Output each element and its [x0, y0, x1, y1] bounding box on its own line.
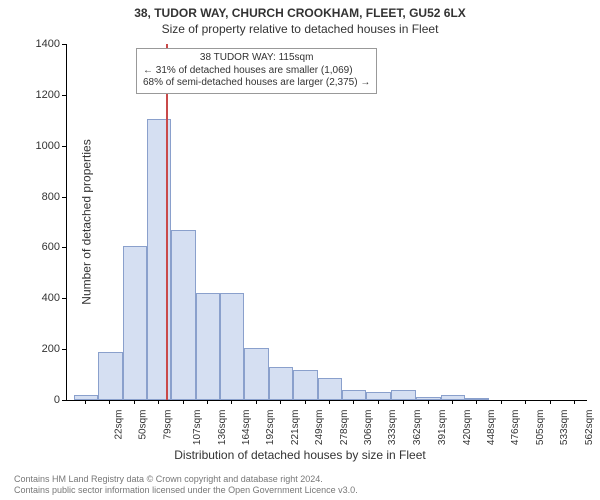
title-main: 38, TUDOR WAY, CHURCH CROOKHAM, FLEET, G…	[0, 6, 600, 20]
histogram-bar	[171, 230, 196, 400]
xtick-label: 476sqm	[510, 410, 521, 446]
ytick-mark	[62, 247, 66, 248]
footer-line1: Contains HM Land Registry data © Crown c…	[14, 474, 358, 485]
ytick-mark	[62, 400, 66, 401]
xtick-mark	[428, 400, 429, 404]
xtick-mark	[378, 400, 379, 404]
histogram-bar	[269, 367, 293, 400]
xtick-label: 562sqm	[584, 410, 595, 446]
xtick-mark	[525, 400, 526, 404]
ytick-label: 200	[10, 343, 60, 355]
ytick-mark	[62, 95, 66, 96]
xtick-label: 164sqm	[241, 410, 252, 446]
title-sub: Size of property relative to detached ho…	[0, 22, 600, 36]
xtick-mark	[280, 400, 281, 404]
ytick-label: 1400	[10, 38, 60, 50]
histogram-bar	[318, 378, 342, 400]
ytick-label: 800	[10, 191, 60, 203]
histogram-bar	[391, 390, 416, 400]
ytick-mark	[62, 197, 66, 198]
xtick-label: 391sqm	[437, 410, 448, 446]
histogram-bar	[293, 370, 318, 401]
xtick-label: 533sqm	[559, 410, 570, 446]
xtick-mark	[353, 400, 354, 404]
xtick-label: 50sqm	[138, 410, 149, 440]
xtick-mark	[329, 400, 330, 404]
callout-line3: 68% of semi-detached houses are larger (…	[143, 77, 370, 90]
xtick-label: 306sqm	[364, 410, 375, 446]
ytick-label: 600	[10, 241, 60, 253]
histogram-bar	[196, 293, 220, 400]
xtick-mark	[207, 400, 208, 404]
xtick-label: 362sqm	[412, 410, 423, 446]
footer-line2: Contains public sector information licen…	[14, 485, 358, 496]
xtick-mark	[85, 400, 86, 404]
xtick-mark	[550, 400, 551, 404]
xtick-label: 22sqm	[113, 410, 124, 440]
xtick-mark	[158, 400, 159, 404]
callout-line2: ← 31% of detached houses are smaller (1,…	[143, 65, 370, 78]
chart-container: 38, TUDOR WAY, CHURCH CROOKHAM, FLEET, G…	[0, 0, 600, 500]
xtick-label: 420sqm	[462, 410, 473, 446]
ytick-mark	[62, 349, 66, 350]
xtick-label: 249sqm	[314, 410, 325, 446]
histogram-bar	[123, 246, 147, 400]
x-axis-label: Distribution of detached houses by size …	[0, 448, 600, 462]
callout-box: 38 TUDOR WAY: 115sqm ← 31% of detached h…	[136, 48, 377, 94]
ytick-label: 400	[10, 292, 60, 304]
histogram-bar	[98, 352, 123, 400]
ytick-label: 1200	[10, 89, 60, 101]
xtick-label: 221sqm	[290, 410, 301, 446]
ytick-mark	[62, 146, 66, 147]
xtick-label: 448sqm	[486, 410, 497, 446]
histogram-bar	[244, 348, 269, 400]
plot-area	[66, 44, 587, 401]
xtick-label: 505sqm	[535, 410, 546, 446]
xtick-mark	[256, 400, 257, 404]
xtick-mark	[476, 400, 477, 404]
ytick-mark	[62, 44, 66, 45]
xtick-mark	[452, 400, 453, 404]
xtick-mark	[231, 400, 232, 404]
xtick-mark	[183, 400, 184, 404]
xtick-label: 192sqm	[265, 410, 276, 446]
xtick-label: 278sqm	[339, 410, 350, 446]
xtick-label: 333sqm	[387, 410, 398, 446]
xtick-mark	[403, 400, 404, 404]
ytick-mark	[62, 298, 66, 299]
xtick-mark	[305, 400, 306, 404]
histogram-bar	[441, 395, 465, 400]
xtick-label: 107sqm	[192, 410, 203, 446]
reference-line	[166, 44, 168, 400]
xtick-mark	[134, 400, 135, 404]
xtick-mark	[501, 400, 502, 404]
xtick-mark	[574, 400, 575, 404]
histogram-bar	[342, 390, 365, 400]
xtick-mark	[109, 400, 110, 404]
footer: Contains HM Land Registry data © Crown c…	[14, 474, 358, 496]
ytick-label: 0	[10, 394, 60, 406]
histogram-bar	[366, 392, 391, 400]
xtick-label: 79sqm	[163, 410, 174, 440]
callout-line1: 38 TUDOR WAY: 115sqm	[143, 52, 370, 65]
ytick-label: 1000	[10, 140, 60, 152]
xtick-label: 136sqm	[217, 410, 228, 446]
histogram-bar	[220, 293, 244, 400]
